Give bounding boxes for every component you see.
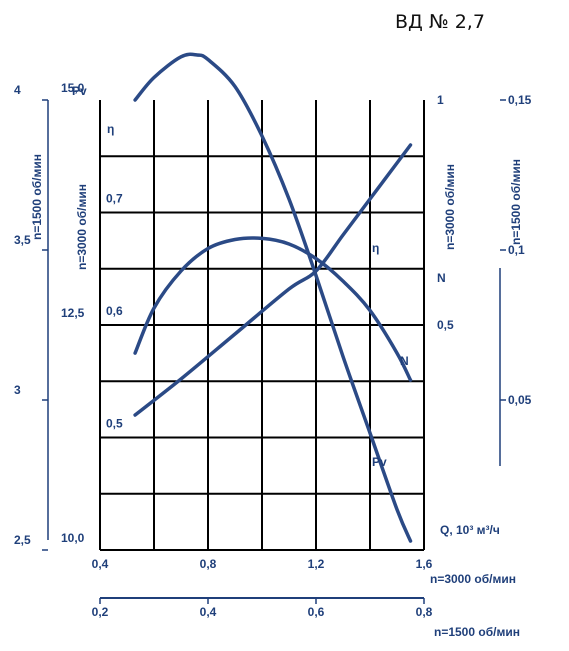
pv-axis-label: Pv	[72, 84, 87, 98]
pv-curve	[133, 52, 413, 543]
n-3000-tick-label: 0,5	[437, 318, 454, 332]
n-1500-axis-caption: n=1500 об/мин	[509, 159, 523, 245]
curves	[133, 52, 413, 543]
n-3000-axis-caption: n=3000 об/мин	[443, 164, 457, 250]
x-tick-label-3000: 1,6	[416, 557, 433, 571]
eta-axis-label: η	[107, 122, 114, 136]
pv-3000-tick-label: 15,0	[61, 81, 85, 95]
pv-1500-tick-label: 3,5	[14, 233, 31, 247]
pv-3000-tick-label: 10,0	[61, 531, 85, 545]
pv-1500-tick-label: 4	[14, 83, 21, 97]
x-tick-label-3000: 0,4	[92, 557, 109, 571]
pv-3000-axis-caption: n=3000 об/мин	[75, 184, 89, 270]
eta-tick-label: 0,7	[106, 192, 123, 206]
n-1500-tick-label: 0,15	[508, 93, 532, 107]
n-1500-tick-label: 0,1	[508, 243, 525, 257]
pv-1500-tick-label: 3	[14, 383, 21, 397]
x-axis-caption-3000: n=3000 об/мин	[430, 572, 516, 586]
x-tick-label-1500: 0,8	[416, 605, 433, 619]
chart-title: ВД № 2,7	[395, 11, 485, 33]
x-tick-label-1500: 0,6	[308, 605, 325, 619]
x-axis-caption-1500: n=1500 об/мин	[434, 625, 520, 639]
plot-grid	[99, 100, 425, 551]
eta-series-label: η	[372, 241, 379, 255]
axes	[42, 99, 506, 604]
x-axis-label: Q, 10³ м³/ч	[440, 523, 500, 537]
n-3000-tick-label: 1	[437, 93, 444, 107]
n-series-label: N	[400, 354, 409, 368]
eta-tick-label: 0,5	[106, 417, 123, 431]
pv-1500-axis-caption: n=1500 об/мин	[30, 154, 44, 240]
x-tick-label-1500: 0,2	[92, 605, 109, 619]
pv-3000-tick-label: 12,5	[61, 306, 85, 320]
x-tick-label-3000: 0,8	[200, 557, 217, 571]
n-axis-label: N	[437, 271, 446, 285]
n-curve	[133, 143, 413, 417]
eta-tick-label: 0,6	[106, 304, 123, 318]
eta-curve	[133, 236, 413, 382]
n-1500-tick-label: 0,05	[508, 393, 532, 407]
pv-1500-tick-label: 2,5	[14, 533, 31, 547]
x-tick-label-1500: 0,4	[200, 605, 217, 619]
pv-series-label: Pv	[372, 455, 387, 469]
x-tick-label-3000: 1,2	[308, 557, 325, 571]
labels: 0,4 0,8 1,2 1,6 0,2 0,4 0,6 0,8 n=3000 об/мин n=1…	[14, 81, 532, 639]
